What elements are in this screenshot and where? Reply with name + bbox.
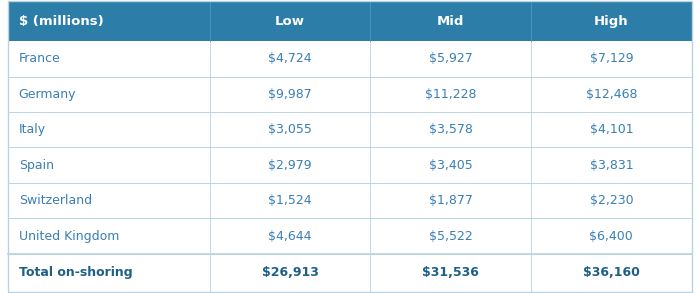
Bar <box>8 76 692 112</box>
Text: $ (millions): $ (millions) <box>19 15 104 28</box>
Text: Switzerland: Switzerland <box>19 194 92 207</box>
Text: $31,536: $31,536 <box>422 266 480 279</box>
Text: $3,578: $3,578 <box>429 123 472 136</box>
Text: $5,927: $5,927 <box>429 52 472 65</box>
Text: High: High <box>594 15 629 28</box>
Text: France: France <box>19 52 60 65</box>
Text: $4,724: $4,724 <box>268 52 312 65</box>
Text: $3,831: $3,831 <box>589 159 633 172</box>
Bar <box>8 41 692 76</box>
Text: Germany: Germany <box>19 88 76 101</box>
Text: Low: Low <box>275 15 305 28</box>
Bar <box>8 147 692 183</box>
Text: Mid: Mid <box>437 15 465 28</box>
Text: $6,400: $6,400 <box>589 230 634 243</box>
Text: $9,987: $9,987 <box>268 88 312 101</box>
Text: $1,877: $1,877 <box>429 194 472 207</box>
Text: Italy: Italy <box>19 123 46 136</box>
Text: United Kingdom: United Kingdom <box>19 230 119 243</box>
Text: $4,101: $4,101 <box>589 123 633 136</box>
Text: $12,468: $12,468 <box>586 88 637 101</box>
Text: Spain: Spain <box>19 159 54 172</box>
Text: $36,160: $36,160 <box>583 266 640 279</box>
Text: $1,524: $1,524 <box>268 194 312 207</box>
Bar <box>8 112 692 147</box>
Text: $7,129: $7,129 <box>589 52 633 65</box>
Bar <box>8 183 692 219</box>
Bar <box>8 1 692 41</box>
Text: $11,228: $11,228 <box>425 88 477 101</box>
Text: $26,913: $26,913 <box>262 266 318 279</box>
Text: Total on-shoring: Total on-shoring <box>19 266 132 279</box>
Text: $2,230: $2,230 <box>589 194 633 207</box>
Text: $3,055: $3,055 <box>268 123 312 136</box>
Bar <box>8 219 692 254</box>
Text: $3,405: $3,405 <box>429 159 472 172</box>
Text: $4,644: $4,644 <box>269 230 312 243</box>
Text: $5,522: $5,522 <box>429 230 472 243</box>
Text: $2,979: $2,979 <box>268 159 312 172</box>
Bar <box>8 254 692 292</box>
